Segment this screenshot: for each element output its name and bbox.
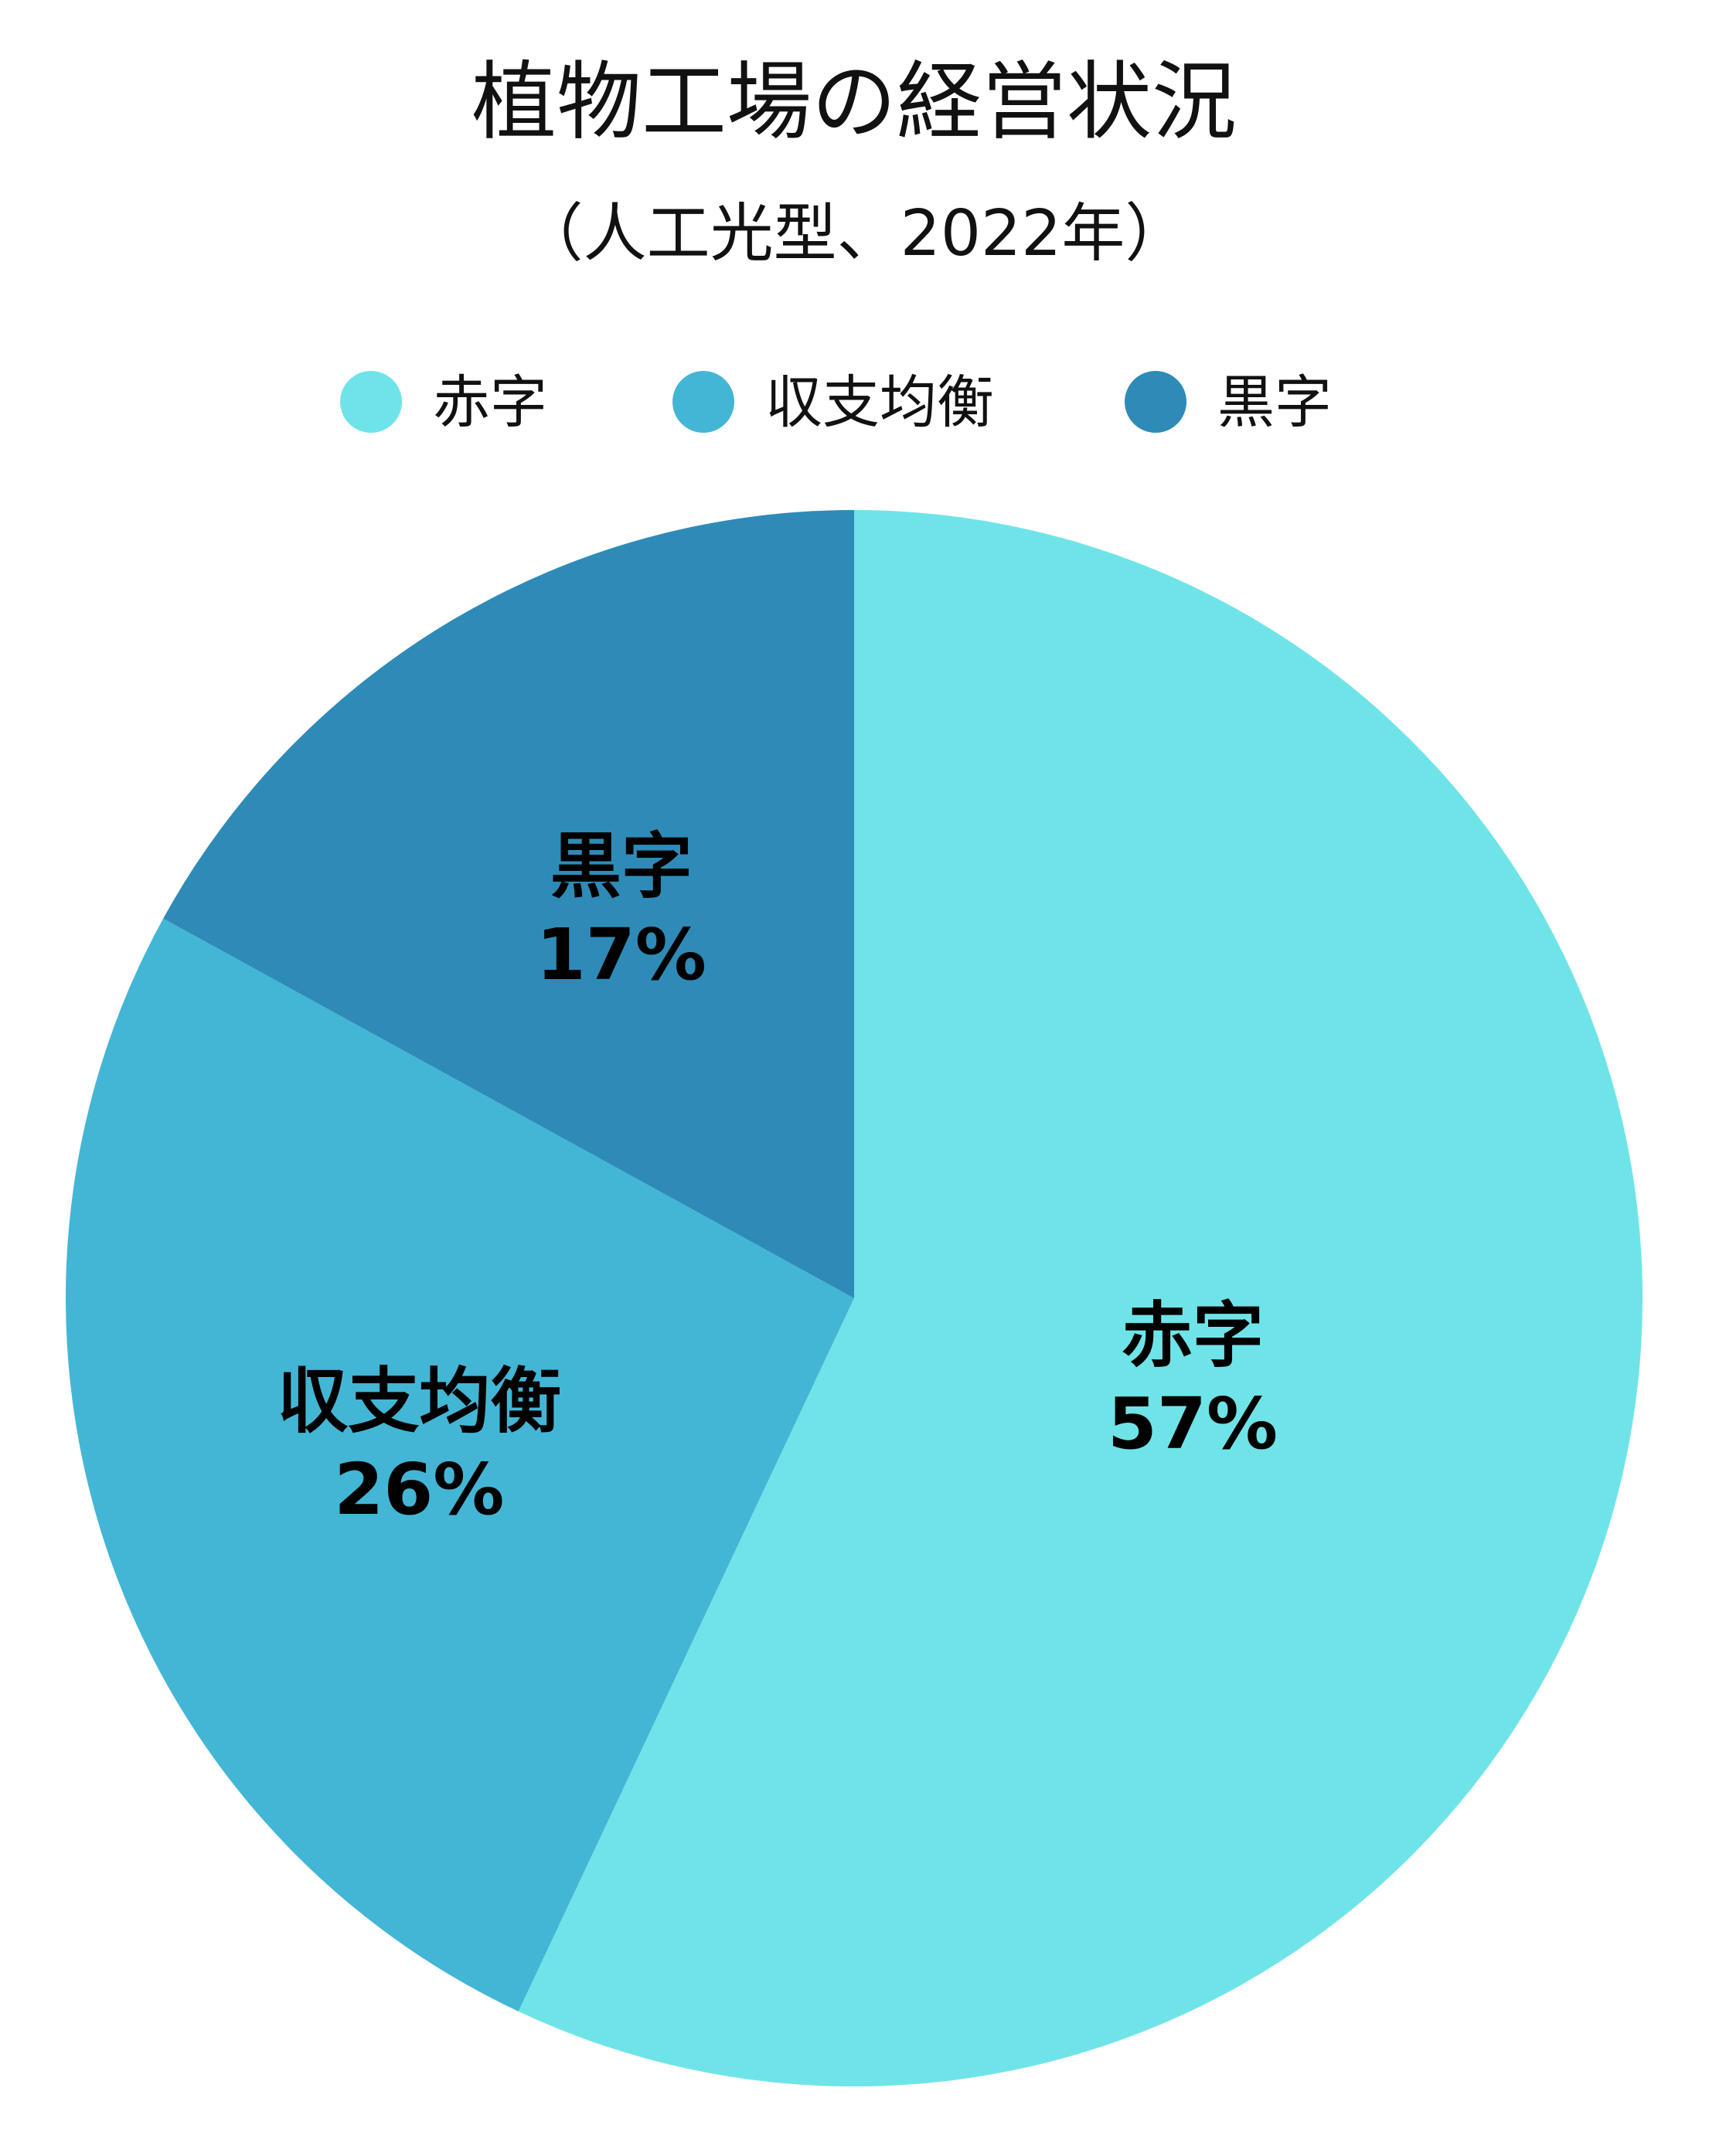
legend-label-3: 黒字 <box>1217 369 1332 436</box>
legend-label-1: 赤字 <box>433 369 547 436</box>
slice-category-label-3: 黒字 <box>550 825 693 908</box>
slice-value-label-2: 26% <box>334 1448 504 1531</box>
legend-swatch-2 <box>672 371 734 433</box>
chart-subtitle: （人工光型、2022年） <box>520 197 1189 270</box>
pie-slice-1 <box>518 510 1643 2086</box>
chart-title: 植物工場の経営状況 <box>472 53 1237 151</box>
legend-swatch-1 <box>340 371 402 433</box>
slice-category-label-1: 赤字 <box>1122 1294 1264 1377</box>
pie-slice-3 <box>163 510 855 1298</box>
pie-slices <box>65 510 1643 2086</box>
pie-slice-2 <box>65 918 854 2011</box>
slice-value-label-1: 57% <box>1108 1382 1278 1465</box>
slice-value-label-3: 17% <box>536 913 706 996</box>
slice-category-label-2: 収支均衡 <box>277 1360 561 1443</box>
legend: 赤字 収支均衡 黒字 <box>340 369 1332 436</box>
legend-label-2: 収支均衡 <box>765 369 994 436</box>
legend-swatch-3 <box>1125 371 1186 433</box>
